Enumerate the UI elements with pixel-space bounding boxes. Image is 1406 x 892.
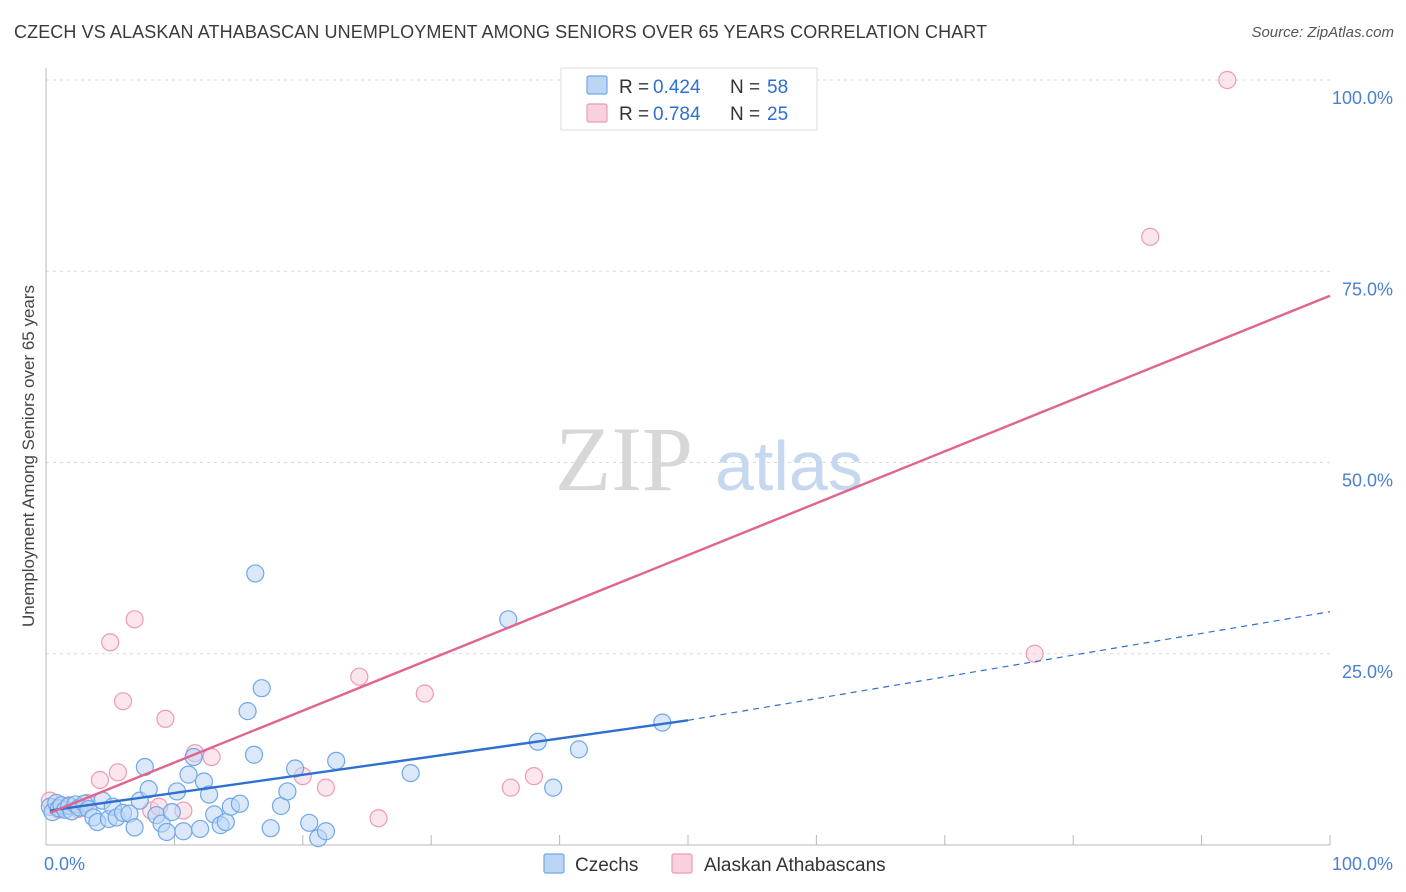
point-czechs-39 [230, 794, 249, 813]
point-czechs-47 [300, 813, 319, 832]
legend-swatch-athabascans [586, 103, 608, 123]
legend-r-value-1: 0.784 [653, 104, 701, 125]
point-czechs-49 [327, 751, 346, 770]
point-athabascans-22 [524, 767, 544, 786]
point-athabascans-23 [1025, 644, 1044, 663]
point-athabascans-5 [90, 770, 110, 790]
series-legend-label-athabascans: Alaskan Athabascans [704, 855, 886, 876]
watermark: ZIP atlas [555, 408, 863, 510]
chart-title: CZECH VS ALASKAN ATHABASCAN UNEMPLOYMENT… [14, 22, 988, 42]
legend-r-label-0: R = [619, 77, 649, 98]
legend-swatch-czechs [586, 75, 608, 95]
point-czechs-57 [544, 778, 563, 797]
point-athabascans-9 [125, 610, 144, 629]
point-czechs-40 [238, 702, 257, 721]
watermark-atlas: atlas [715, 427, 863, 505]
x-tick-min: 0.0% [44, 854, 85, 874]
trend-line-czechs [49, 719, 689, 812]
y-tick-labels: 25.0% 50.0% 75.0% 100.0% [1332, 88, 1393, 682]
point-athabascans-18 [350, 667, 369, 686]
point-athabascans-21 [501, 778, 520, 797]
point-czechs-32 [190, 819, 210, 839]
point-czechs-41 [244, 745, 264, 764]
legend-n-value-1: 25 [767, 104, 788, 125]
point-czechs-55 [569, 740, 588, 759]
trend-line-extension-czechs [687, 611, 1331, 721]
series-legend-swatch-athabascans [671, 853, 693, 874]
watermark-zip: ZIP [555, 408, 693, 510]
y-tick-label-1: 50.0% [1342, 471, 1393, 491]
point-czechs-45 [278, 782, 297, 801]
point-czechs-50 [246, 564, 265, 583]
point-athabascans-20 [415, 684, 434, 703]
series-legend: Czechs Alaskan Athabascans [543, 853, 886, 876]
stats-legend: R = 0.424 N = 58 R = 0.784 N = 25 [560, 67, 818, 131]
point-athabascans-7 [108, 763, 128, 782]
point-athabascans-25 [1218, 70, 1237, 90]
point-czechs-37 [216, 812, 235, 832]
point-athabascans-17 [316, 778, 336, 797]
series-legend-label-czechs: Czechs [575, 855, 638, 876]
point-czechs-42 [252, 679, 271, 698]
trend-line-athabascans [49, 294, 1331, 814]
y-tick-label-3: 100.0% [1332, 88, 1393, 108]
series-legend-swatch-czechs [543, 853, 565, 874]
point-czechs-30 [179, 765, 198, 784]
point-athabascans-8 [113, 692, 133, 711]
point-czechs-29 [174, 822, 193, 841]
point-athabascans-12 [156, 709, 175, 728]
point-czechs-43 [261, 819, 280, 838]
legend-n-label-0: N = [730, 77, 760, 98]
legend-r-label-1: R = [619, 104, 649, 125]
point-czechs-51 [316, 822, 336, 841]
point-czechs-52 [401, 763, 420, 783]
legend-n-value-0: 58 [767, 77, 788, 98]
y-tick-label-2: 75.0% [1342, 279, 1393, 299]
point-athabascans-24 [1141, 227, 1160, 246]
data-points [40, 70, 1237, 848]
point-czechs-34 [199, 785, 219, 804]
point-czechs-20 [125, 818, 144, 837]
trend-lines [49, 294, 1331, 814]
point-athabascans-6 [101, 633, 120, 652]
legend-n-label-1: N = [730, 104, 760, 125]
gridlines [46, 79, 1331, 845]
x-tick-max: 100.0% [1332, 854, 1393, 874]
chart-source: Source: ZipAtlas.com [1251, 24, 1394, 41]
axes [45, 68, 1330, 846]
y-axis-title: Unemployment Among Seniors over 65 years [19, 285, 38, 627]
point-athabascans-19 [369, 809, 388, 828]
legend-r-value-0: 0.424 [653, 77, 701, 98]
y-tick-label-0: 25.0% [1342, 662, 1393, 682]
point-czechs-26 [157, 822, 176, 842]
point-czechs-27 [162, 803, 181, 822]
